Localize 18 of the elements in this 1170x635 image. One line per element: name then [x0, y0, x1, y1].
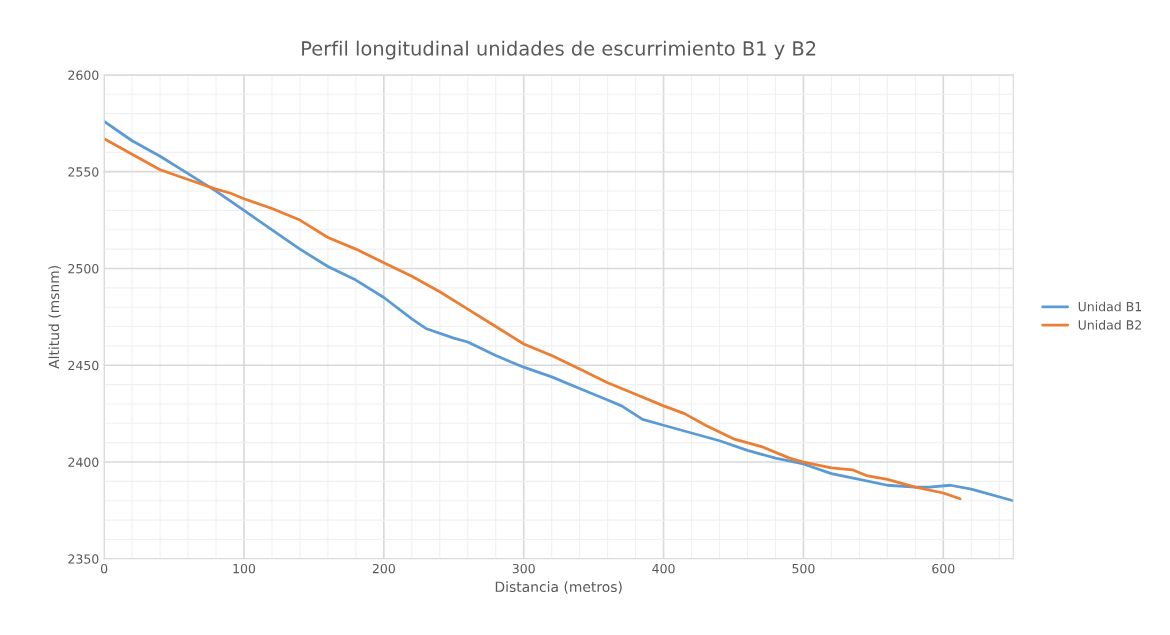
x-tick-label: 0: [100, 563, 108, 574]
x-axis-title: Distancia (metros): [495, 581, 622, 594]
legend-label: Unidad B2: [1078, 319, 1141, 330]
y-tick-label: 2400: [68, 457, 99, 467]
chart-title: Perfil longitudinal unidades de escurrimiento B1 y B2: [302, 40, 816, 60]
x-tick-label: 300: [512, 563, 535, 574]
x-tick-label: 600: [932, 563, 955, 574]
y-axis-title: Altitud (msnm): [48, 266, 61, 369]
y-tick-label: 2500: [68, 263, 99, 274]
y-tick-label: 2600: [68, 70, 99, 80]
y-tick-label: 2350: [68, 554, 99, 564]
y-tick-label: 2550: [68, 167, 99, 177]
x-tick-label: 100: [233, 563, 256, 574]
y-tick-label: 2450: [68, 360, 99, 371]
x-tick-label: 200: [372, 563, 395, 574]
x-tick-label: 500: [792, 563, 815, 574]
legend-label: Unidad B1: [1078, 301, 1142, 312]
x-tick-label: 400: [652, 563, 675, 574]
